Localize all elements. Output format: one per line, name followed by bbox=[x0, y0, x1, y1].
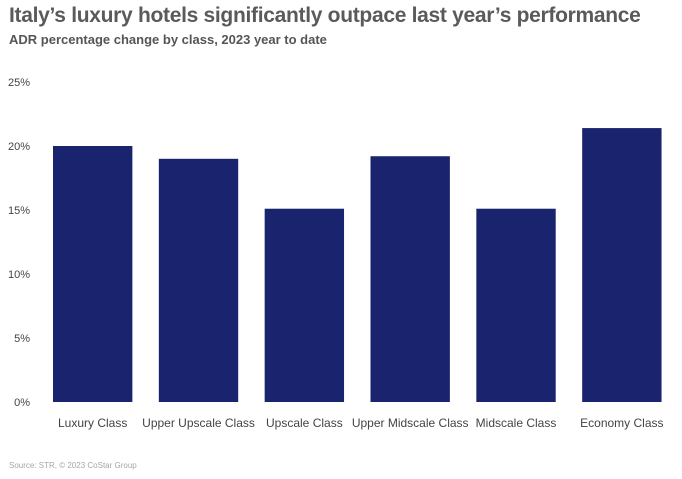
y-tick-label: 20% bbox=[8, 141, 30, 153]
x-category-label: Luxury Class bbox=[58, 416, 127, 430]
x-category-label: Upscale Class bbox=[266, 416, 343, 430]
bar-economy-class bbox=[582, 128, 662, 402]
y-tick-label: 5% bbox=[14, 333, 30, 345]
chart-subtitle: ADR percentage change by class, 2023 yea… bbox=[9, 32, 327, 47]
x-category-label: Upper Upscale Class bbox=[142, 416, 255, 430]
chart-title: Italy’s luxury hotels significantly outp… bbox=[9, 4, 641, 27]
bar-luxury-class bbox=[53, 146, 133, 402]
bar-midscale-class bbox=[476, 208, 556, 402]
y-tick-label: 10% bbox=[8, 269, 30, 281]
x-category-label: Midscale Class bbox=[476, 416, 557, 430]
bar-upscale-class bbox=[264, 208, 345, 402]
x-category-label: Upper Midscale Class bbox=[352, 416, 469, 430]
bar-upper-midscale-class bbox=[370, 156, 450, 402]
y-tick-label: 15% bbox=[8, 205, 30, 217]
y-tick-label: 25% bbox=[8, 77, 30, 89]
y-tick-label: 0% bbox=[14, 397, 30, 409]
x-category-label: Economy Class bbox=[580, 416, 663, 430]
source-note: Source: STR, © 2023 CoStar Group bbox=[9, 461, 137, 470]
bar-upper-upscale-class bbox=[158, 158, 239, 402]
